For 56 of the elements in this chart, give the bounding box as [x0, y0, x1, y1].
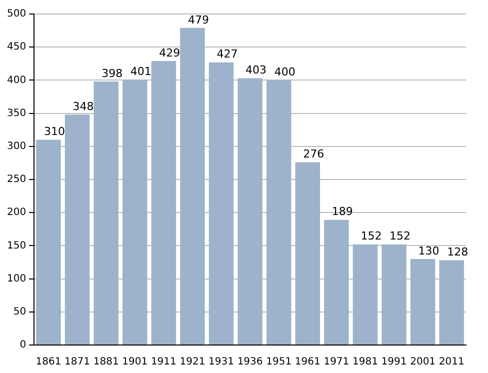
bar: [94, 82, 118, 344]
y-tick-label: 300: [6, 140, 26, 152]
bar: [295, 162, 320, 344]
x-tick-label: 1911: [150, 356, 176, 368]
bar: [208, 62, 234, 344]
y-tick-label: 500: [6, 8, 26, 20]
data-label: 403: [246, 64, 267, 77]
x-tick-label: 1871: [64, 356, 90, 368]
data-label: 400: [274, 66, 296, 79]
x-tick-label: 1861: [36, 356, 62, 368]
x-tick-label: 1991: [381, 356, 407, 368]
bar: [352, 244, 378, 344]
x-tick-label: 1971: [324, 356, 350, 368]
data-label: 427: [216, 48, 238, 61]
x-tick-label: 1936: [237, 356, 263, 368]
x-tick-label: 2011: [438, 356, 464, 368]
y-tick-label: 200: [6, 207, 26, 218]
data-label: 310: [44, 125, 65, 138]
bar: [238, 78, 262, 344]
bar: [64, 114, 90, 344]
y-tick-label: 150: [6, 240, 26, 252]
bar: [439, 260, 464, 344]
bar: [382, 244, 406, 344]
y-tick-label: 400: [6, 74, 26, 86]
bar: [410, 258, 436, 344]
bar: [324, 220, 349, 344]
y-tick-label: 50: [13, 306, 26, 318]
data-label: 130: [418, 244, 440, 258]
data-label: 152: [360, 230, 382, 243]
x-tick-label: 2001: [410, 356, 436, 368]
data-label: 401: [130, 64, 152, 78]
data-label: 189: [332, 205, 353, 218]
data-label: 479: [188, 13, 209, 26]
x-tick-label: 1961: [294, 356, 320, 368]
x-tick-label: 1901: [122, 356, 148, 368]
x-tick-label: 1921: [180, 356, 206, 368]
data-label: 348: [72, 100, 94, 113]
y-tick-label: 0: [20, 340, 26, 351]
x-tick-label: 1981: [352, 356, 378, 368]
y-tick-label: 450: [6, 42, 26, 53]
bar: [266, 80, 292, 344]
bar: [122, 80, 148, 344]
y-tick-label: 100: [6, 273, 26, 284]
data-label: 128: [447, 246, 468, 259]
data-label: 152: [390, 230, 411, 243]
bar: [151, 61, 176, 344]
data-label: 429: [159, 46, 180, 60]
y-tick-label: 350: [6, 108, 26, 119]
x-tick-label: 1951: [266, 356, 292, 368]
bar: [180, 28, 205, 344]
data-label: 398: [102, 66, 123, 80]
data-label: 276: [303, 148, 324, 161]
bar: [36, 140, 61, 344]
y-tick-label: 250: [6, 174, 26, 186]
x-tick-label: 1881: [93, 356, 119, 368]
x-tick-label: 1931: [208, 356, 234, 368]
